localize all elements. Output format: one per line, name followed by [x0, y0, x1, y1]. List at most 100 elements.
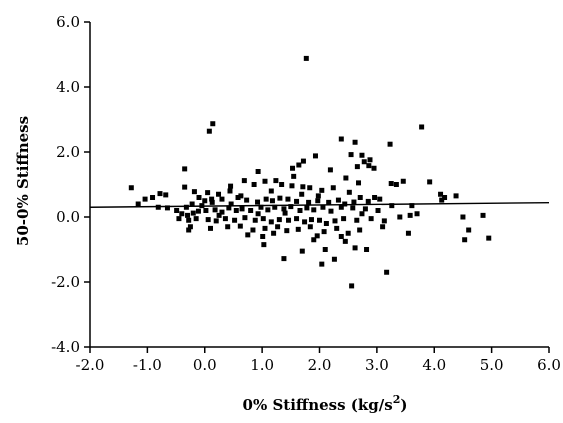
data-point: [135, 201, 141, 207]
data-point: [330, 185, 336, 191]
data-point: [271, 230, 277, 236]
data-point: [352, 245, 358, 251]
data-point: [312, 153, 318, 159]
data-point: [239, 206, 245, 212]
data-point: [315, 193, 321, 199]
data-point: [349, 283, 355, 289]
y-tick-label: -4.0: [51, 338, 80, 356]
data-point: [163, 192, 169, 198]
data-point: [260, 216, 266, 222]
data-point: [419, 124, 425, 130]
data-point: [328, 208, 334, 214]
data-point: [285, 196, 291, 202]
data-point: [225, 224, 231, 230]
data-point: [334, 225, 340, 231]
x-tick-label: 3.0: [365, 356, 389, 374]
data-point: [380, 224, 386, 230]
data-point: [272, 204, 278, 210]
data-point: [338, 204, 344, 210]
data-point: [384, 269, 390, 275]
data-point: [228, 183, 234, 189]
data-points: [128, 55, 492, 289]
data-point: [183, 204, 189, 210]
data-point: [185, 212, 191, 218]
data-point: [438, 191, 444, 197]
data-point: [279, 182, 285, 187]
data-point: [322, 247, 328, 252]
data-point: [262, 178, 268, 184]
data-point: [186, 227, 192, 233]
data-point: [311, 237, 317, 243]
data-point: [227, 188, 233, 194]
data-point: [255, 211, 261, 217]
data-point: [367, 157, 373, 163]
data-point: [268, 219, 274, 225]
data-point: [327, 167, 333, 173]
data-point: [397, 214, 403, 220]
data-point: [319, 187, 325, 193]
data-point: [375, 208, 381, 213]
data-point: [196, 195, 202, 200]
data-point: [164, 205, 170, 211]
data-point: [317, 217, 322, 223]
data-point: [311, 207, 317, 213]
x-axis-title-main: 0% Stiffness (kg/s: [243, 396, 393, 414]
data-point: [388, 181, 394, 187]
data-point: [350, 205, 356, 211]
data-point: [405, 230, 411, 236]
data-point: [252, 217, 258, 223]
data-point: [182, 184, 188, 190]
y-tick-label: 4.0: [56, 78, 80, 96]
x-tick-label: 6.0: [537, 356, 561, 374]
data-point: [286, 217, 292, 223]
data-point: [216, 212, 222, 218]
data-point: [219, 209, 225, 215]
data-point: [284, 228, 290, 234]
data-point: [222, 216, 228, 222]
y-tick-label: 2.0: [56, 143, 80, 161]
data-point: [205, 217, 211, 223]
data-point: [269, 198, 275, 204]
data-point: [195, 208, 201, 214]
data-point: [216, 191, 222, 197]
data-point: [273, 178, 279, 184]
data-point: [219, 196, 225, 202]
data-point: [245, 232, 251, 238]
data-point: [150, 195, 156, 200]
data-point: [193, 216, 199, 222]
data-point: [342, 201, 348, 207]
data-point: [332, 218, 338, 224]
data-point: [186, 217, 192, 223]
data-point: [268, 188, 274, 194]
data-point: [466, 227, 472, 233]
y-axis-title: 50-0% Stiffness: [14, 116, 32, 246]
x-tick-label: 1.0: [250, 356, 274, 374]
data-point: [303, 55, 309, 61]
data-point: [299, 248, 305, 254]
x-tick-label: -2.0: [76, 356, 105, 374]
data-point: [210, 121, 216, 127]
data-point: [342, 238, 348, 244]
data-point: [300, 184, 306, 190]
data-point: [377, 196, 383, 202]
data-point: [300, 158, 306, 164]
data-point: [460, 214, 466, 220]
x-axis-title-superscript: 2: [393, 393, 401, 406]
data-point: [307, 224, 313, 230]
data-point: [343, 175, 349, 181]
data-point: [304, 205, 310, 211]
data-point: [291, 173, 297, 179]
data-point: [213, 218, 219, 224]
data-point: [442, 195, 448, 200]
data-point: [289, 183, 295, 189]
data-point: [232, 217, 238, 223]
data-point: [191, 189, 197, 195]
data-point: [228, 201, 234, 207]
data-point: [364, 247, 370, 252]
tick-labels: -2.0 -1.0 0.0 1.0 2.0 3.0 4.0 5.0 6.0-4.0-2.00.0…: [51, 13, 561, 374]
data-point: [381, 218, 387, 224]
data-point: [299, 191, 305, 197]
data-point: [365, 198, 371, 204]
data-point: [359, 211, 365, 217]
